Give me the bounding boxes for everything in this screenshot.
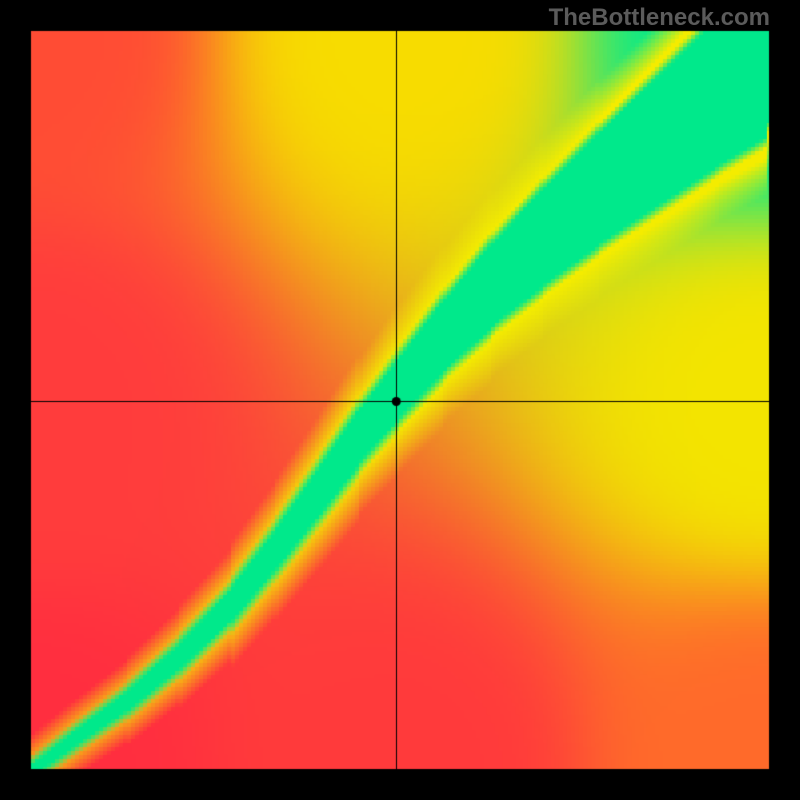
bottleneck-heatmap [0, 0, 800, 800]
chart-container: TheBottleneck.com [0, 0, 800, 800]
